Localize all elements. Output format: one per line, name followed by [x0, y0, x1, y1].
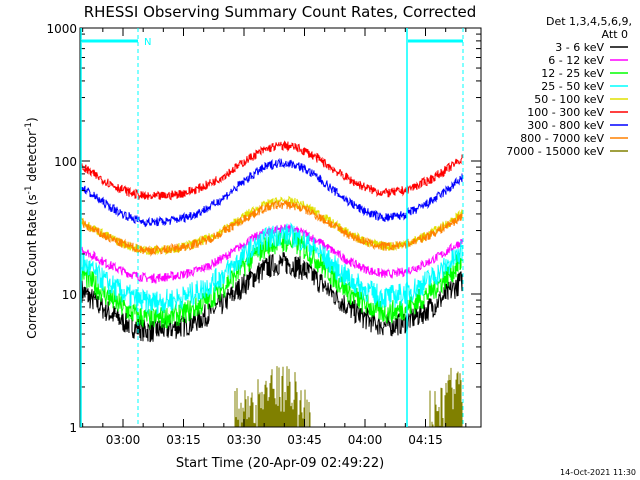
x-axis-label: Start Time (20-Apr-09 02:49:22) — [176, 456, 384, 471]
y-tick-label: 10 — [62, 288, 77, 302]
x-tick-label: 03:00 — [106, 433, 141, 447]
plot-area — [81, 140, 463, 427]
series-line-800-7000keV — [81, 200, 463, 257]
legend-header: Det 1,3,4,5,6,9, — [546, 15, 632, 28]
night-annotation: N — [144, 37, 151, 48]
series-line-3-6keV — [81, 252, 463, 343]
legend-header-attenuator: Att 0 — [602, 28, 628, 41]
legend-label: 3 - 6 keV — [555, 41, 604, 54]
chart-title: RHESSI Observing Summary Count Rates, Co… — [84, 3, 477, 21]
series-line-25-50keV — [81, 222, 463, 315]
series-line-300-800keV — [81, 157, 463, 228]
legend-label: 300 - 800 keV — [527, 119, 604, 132]
series-line-12-25keV — [81, 230, 463, 329]
footer-timestamp: 14-Oct-2021 11:30 — [560, 468, 636, 477]
x-tick-label: 04:00 — [348, 433, 383, 447]
x-tick-label: 03:30 — [227, 433, 262, 447]
x-tick-label: 04:15 — [408, 433, 443, 447]
legend-label: 50 - 100 keV — [534, 93, 604, 106]
legend-label: 100 - 300 keV — [527, 106, 604, 119]
legend-label: 6 - 12 keV — [548, 54, 604, 67]
y-tick-label: 100 — [54, 155, 77, 169]
y-tick-label: 1000 — [46, 22, 77, 36]
plot-frame — [79, 27, 482, 428]
x-tick-label: 03:45 — [287, 433, 322, 447]
legend-label: 12 - 25 keV — [541, 67, 604, 80]
legend-label: 800 - 7000 keV — [520, 132, 604, 145]
y-axis-label: Corrected Count Rate (s-1 detector-1) — [24, 117, 39, 338]
series-line-7000-15000keV — [234, 366, 463, 427]
series-line-100-300keV — [81, 140, 463, 201]
legend-label: 25 - 50 keV — [541, 80, 604, 93]
y-tick-label: 1 — [69, 421, 77, 435]
legend-label: 7000 - 15000 keV — [506, 145, 604, 158]
x-tick-label: 03:15 — [166, 433, 201, 447]
